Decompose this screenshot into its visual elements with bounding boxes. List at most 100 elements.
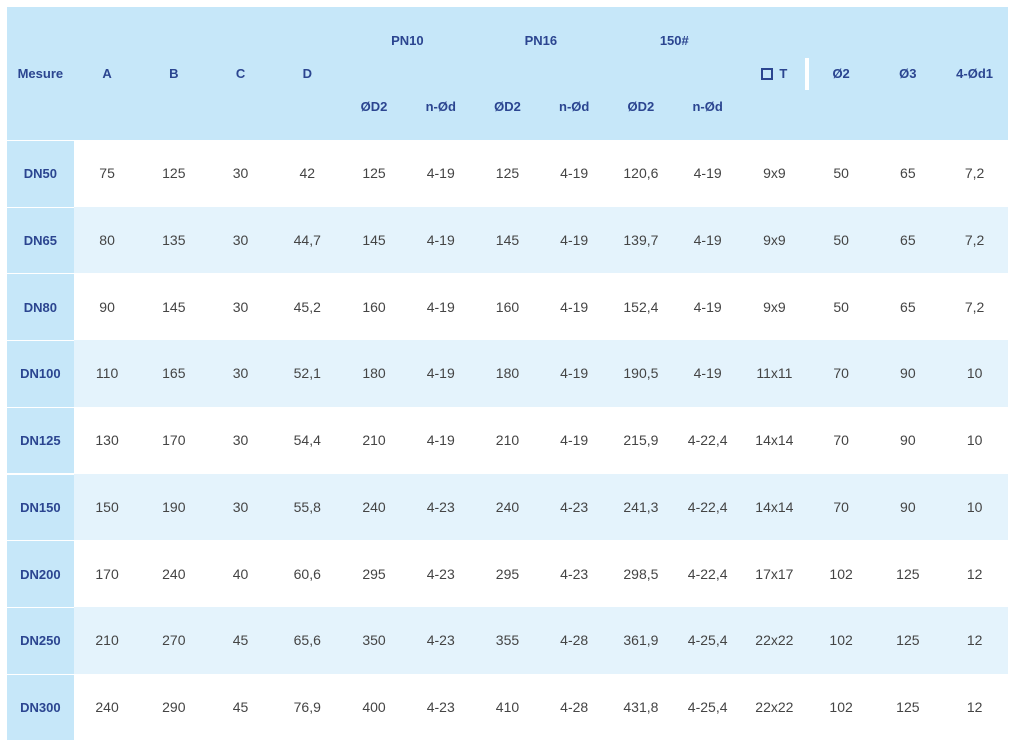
- cell-text: 65: [900, 232, 916, 249]
- cell-text: 55,8: [293, 498, 321, 515]
- cell: 240: [140, 540, 208, 607]
- cell-text: 4-Ød1: [956, 66, 993, 81]
- cell-text: 102: [829, 698, 853, 715]
- cell-text: 70: [833, 432, 849, 449]
- cell-text: 52,1: [293, 365, 321, 382]
- cell: 30: [207, 140, 274, 207]
- sub-header: n-Ød: [674, 83, 741, 129]
- cell: 4-19: [540, 273, 608, 341]
- cell-text: 12: [966, 565, 983, 582]
- cell-text: 295: [362, 565, 386, 582]
- cell-text: 410: [495, 698, 520, 715]
- cell-text: 4-19: [693, 232, 722, 249]
- cell-text: D: [302, 66, 312, 81]
- cell-text: 60,6: [293, 565, 321, 582]
- cell: 160: [474, 273, 541, 341]
- cell: 165: [140, 340, 208, 407]
- cell-text: ØD2: [494, 98, 521, 114]
- cell-text: 145: [162, 298, 186, 315]
- cell-text: 4-19: [693, 165, 722, 182]
- cell: 22x22: [741, 606, 808, 674]
- cell-text: 295: [495, 565, 520, 582]
- cell-text: DN125: [20, 433, 61, 449]
- cell-text: 170: [162, 432, 186, 449]
- cell: 65,6: [273, 606, 341, 674]
- cell-text: 45,2: [293, 298, 321, 315]
- cell: 145: [140, 273, 208, 341]
- cell: 4-19: [407, 406, 475, 474]
- cell-text: 102: [829, 632, 853, 649]
- cell: 4-19: [540, 340, 608, 407]
- cell: 4-22,4: [674, 406, 742, 474]
- cell: 270: [140, 606, 208, 674]
- cell-text: 152,4: [623, 298, 659, 315]
- cell-text: 10: [966, 432, 983, 449]
- cell-text: 270: [162, 632, 186, 649]
- cell: 50: [807, 273, 875, 341]
- cell: 42: [273, 140, 341, 207]
- cell-text: 22x22: [755, 698, 794, 715]
- cell: 4-19: [674, 140, 742, 207]
- cell: 210: [340, 406, 408, 474]
- cell-text: 90: [900, 432, 916, 449]
- cell: 4-19: [407, 340, 475, 407]
- cell: 298,5: [607, 540, 675, 607]
- cell-text: 90: [99, 298, 115, 315]
- cell-text: 12: [966, 632, 983, 649]
- group-header: PN16: [474, 17, 607, 63]
- cell-text: 120,6: [623, 165, 659, 182]
- cell: 160: [340, 273, 408, 341]
- cell-text: 150#: [659, 32, 689, 48]
- header-cell: D: [274, 7, 341, 140]
- cell-text: 240: [362, 498, 386, 515]
- cell-text: 210: [495, 432, 520, 449]
- cell-text: DN80: [23, 299, 57, 315]
- cell: 125: [474, 140, 541, 207]
- cell-text: Ø2: [832, 66, 850, 81]
- cell-text: 4-22,4: [687, 432, 728, 449]
- cell-text: 65,6: [293, 632, 321, 649]
- cell-text: PN16: [524, 32, 558, 48]
- cell-text: T: [779, 66, 788, 81]
- cell: 76,9: [273, 673, 341, 741]
- cell: 125: [874, 540, 942, 607]
- cell-text: 4-23: [426, 565, 455, 582]
- cell: 4-19: [407, 206, 475, 274]
- cell-text: Mesure: [17, 66, 64, 81]
- cell-text: 70: [833, 498, 849, 515]
- cell-text: 240: [495, 498, 520, 515]
- cell-text: 50: [833, 165, 849, 182]
- cell-text: 22x22: [755, 632, 794, 649]
- cell-text: 11x11: [756, 365, 793, 382]
- cell-text: 135: [162, 232, 186, 249]
- cell: 102: [807, 606, 875, 674]
- cell-text: n-Ød: [425, 98, 456, 114]
- cell: 210: [474, 406, 541, 474]
- cell: 210: [73, 606, 141, 674]
- cell-text: 240: [95, 698, 119, 715]
- cell: 355: [474, 606, 541, 674]
- cell: 130: [73, 406, 141, 474]
- cell: 4-22,4: [674, 473, 742, 541]
- cell: 4-19: [674, 273, 742, 341]
- cell: 7,2: [941, 140, 1008, 207]
- cell-text: 4-19: [426, 232, 455, 249]
- cell: 4-23: [407, 540, 475, 607]
- row-header: DN300: [7, 673, 74, 741]
- cell: 4-25,4: [674, 606, 742, 674]
- cell: 22x22: [741, 673, 808, 741]
- cell-text: DN100: [20, 366, 61, 382]
- cell: 44,7: [273, 206, 341, 274]
- cell-text: 130: [95, 432, 119, 449]
- header-cell: Mesure: [7, 7, 74, 140]
- cell-text: 160: [362, 298, 386, 315]
- cell: 190: [140, 473, 208, 541]
- cell-text: 110: [95, 365, 119, 382]
- cell-text: 80: [99, 232, 115, 249]
- cell-text: 65: [900, 298, 916, 315]
- cell: 152,4: [607, 273, 675, 341]
- cell: 102: [807, 673, 875, 741]
- cell: 4-23: [540, 473, 608, 541]
- cell-text: 125: [162, 165, 186, 182]
